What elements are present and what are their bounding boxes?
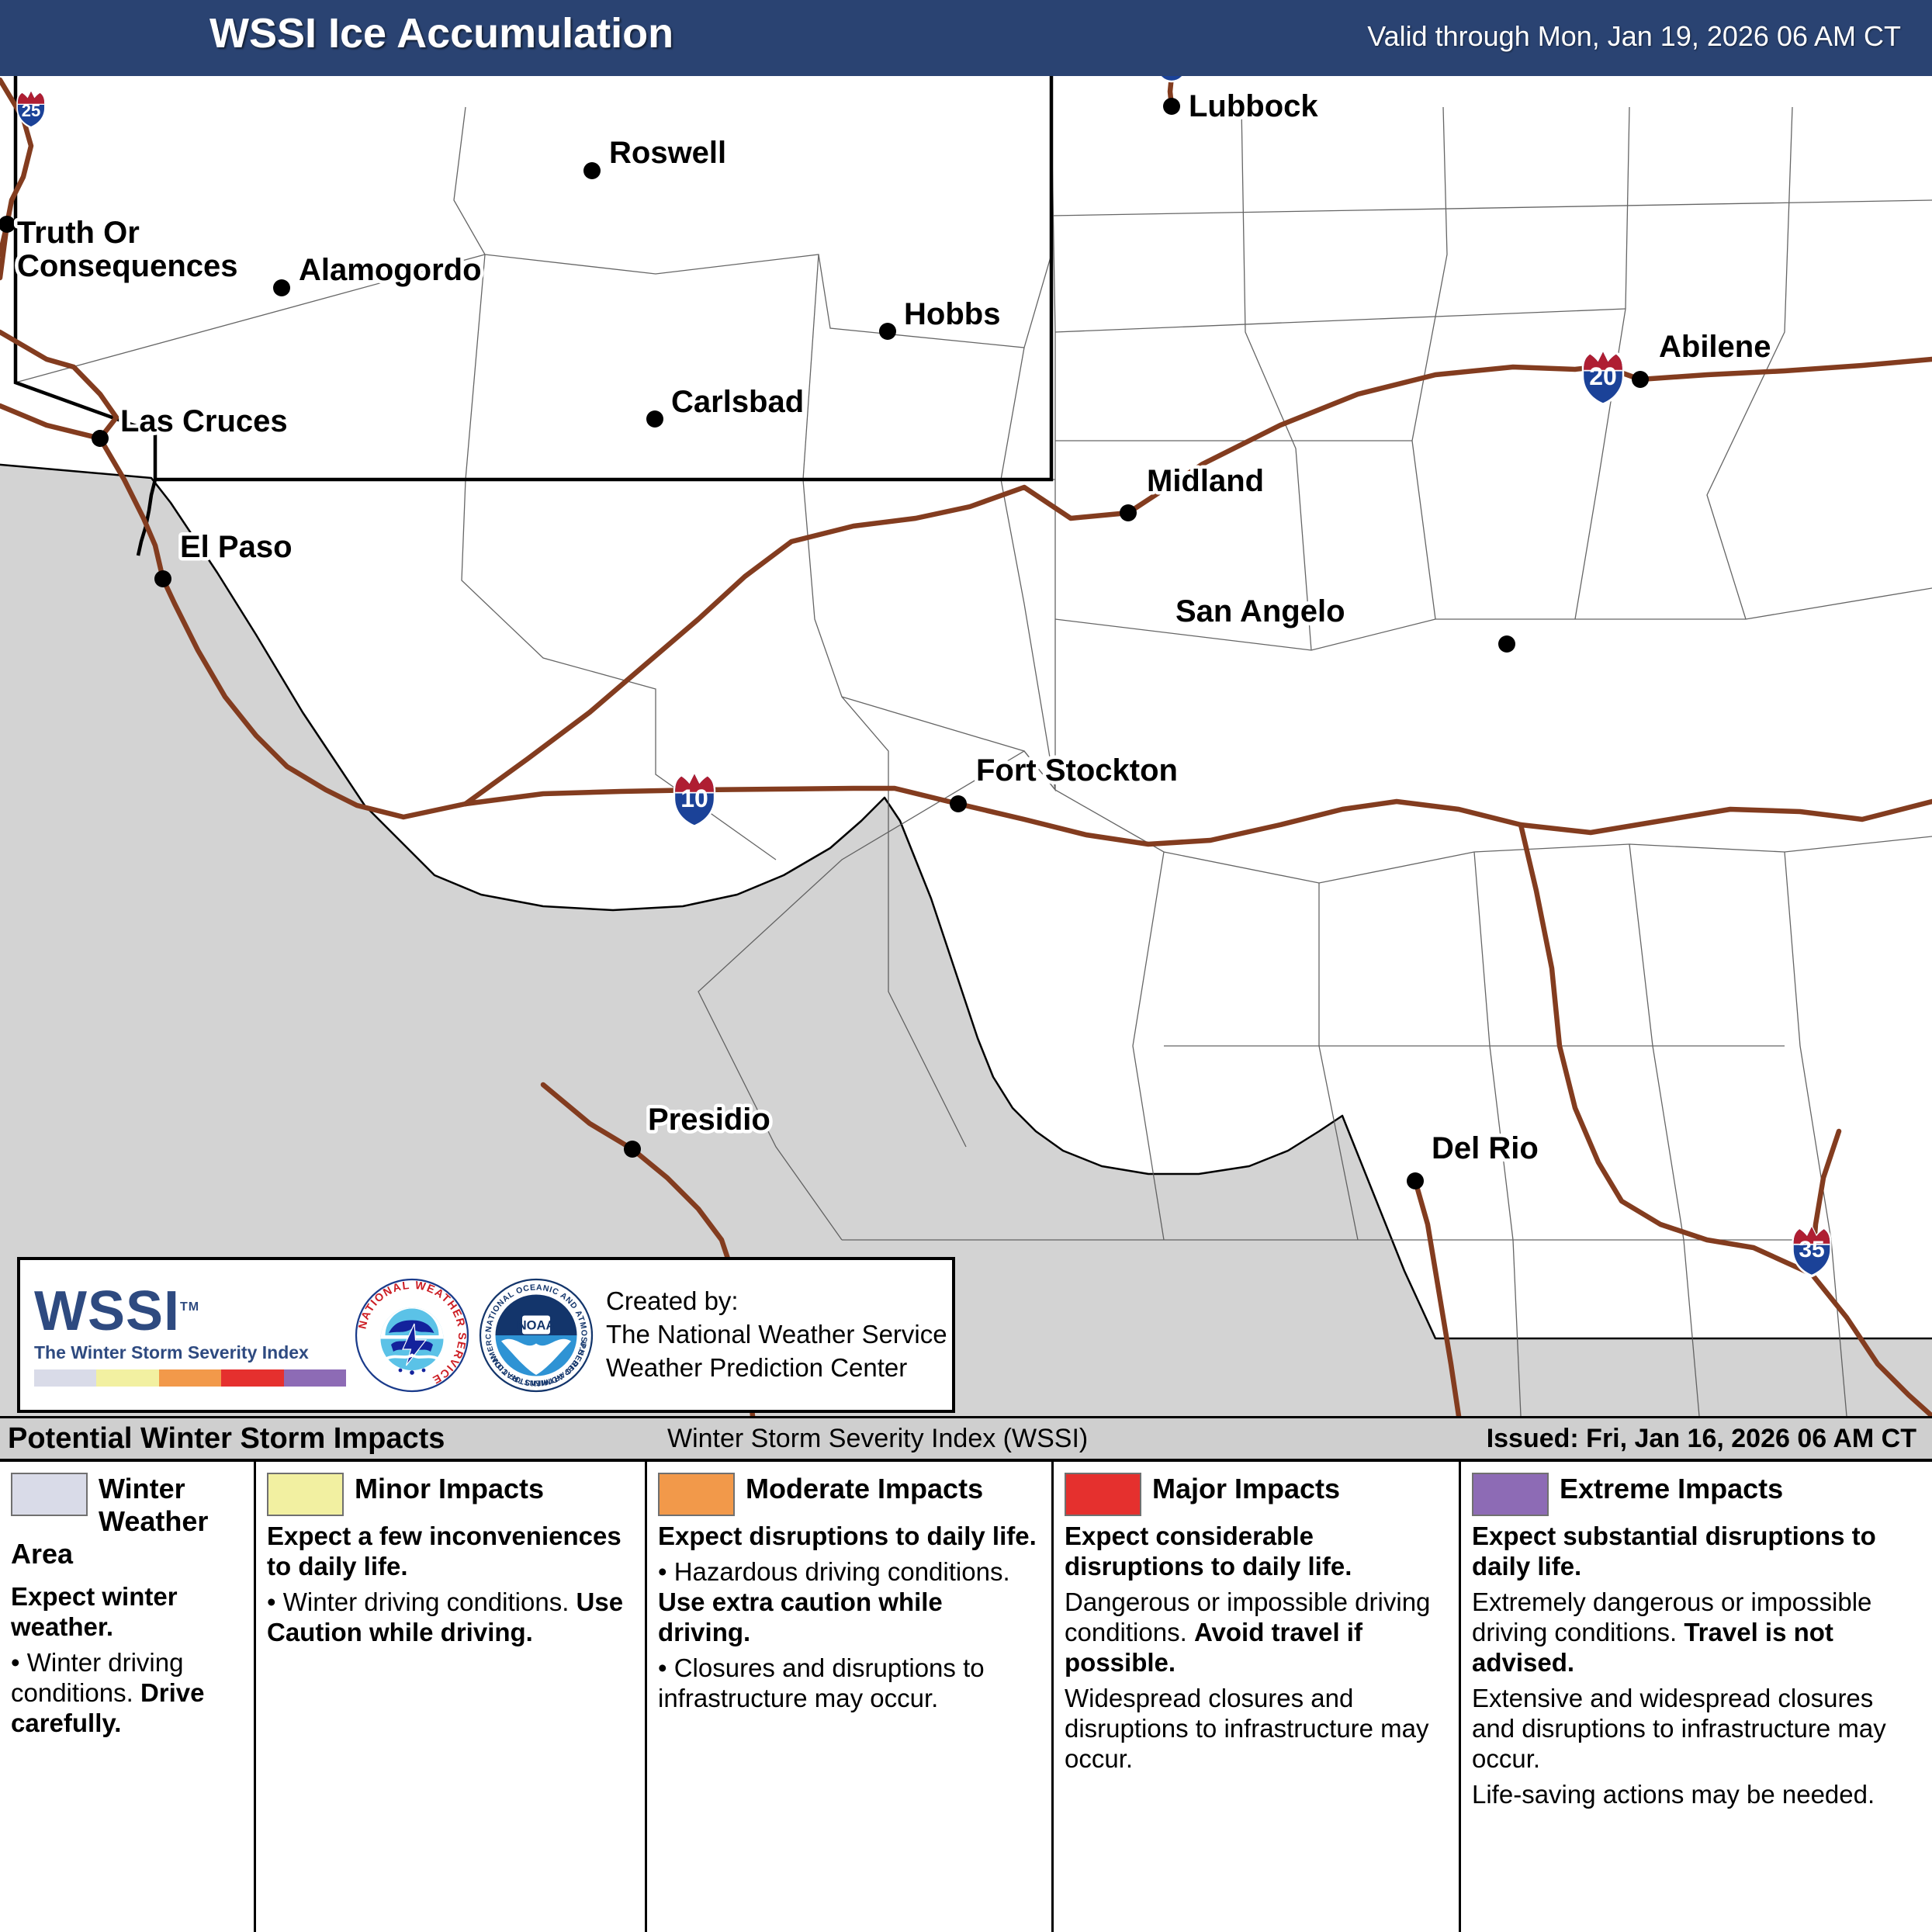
svg-text:Lubbock: Lubbock — [1189, 89, 1318, 123]
svg-text:Hobbs: Hobbs — [904, 297, 1000, 331]
svg-text:Truth Or: Truth Or — [17, 216, 140, 250]
svg-text:Carlsbad: Carlsbad — [671, 385, 804, 419]
svg-text:Abilene: Abilene — [1659, 330, 1771, 364]
svg-text:35: 35 — [1799, 1237, 1824, 1262]
svg-text:El Paso: El Paso — [180, 530, 293, 564]
svg-text:Roswell: Roswell — [609, 136, 726, 170]
svg-text:10: 10 — [680, 784, 708, 812]
svg-text:25: 25 — [22, 101, 40, 120]
svg-text:NOAA: NOAA — [518, 1318, 556, 1332]
svg-text:Presidio: Presidio — [648, 1103, 770, 1137]
svg-text:Alamogordo: Alamogordo — [299, 253, 482, 287]
svg-text:San Angelo: San Angelo — [1175, 594, 1345, 628]
svg-text:Midland: Midland — [1147, 464, 1264, 498]
svg-text:Del Rio: Del Rio — [1432, 1131, 1539, 1165]
svg-text:Consequences: Consequences — [17, 249, 238, 283]
svg-text:Fort Stockton: Fort Stockton — [976, 753, 1178, 788]
svg-text:Las Cruces: Las Cruces — [120, 404, 288, 438]
svg-text:20: 20 — [1589, 362, 1617, 390]
